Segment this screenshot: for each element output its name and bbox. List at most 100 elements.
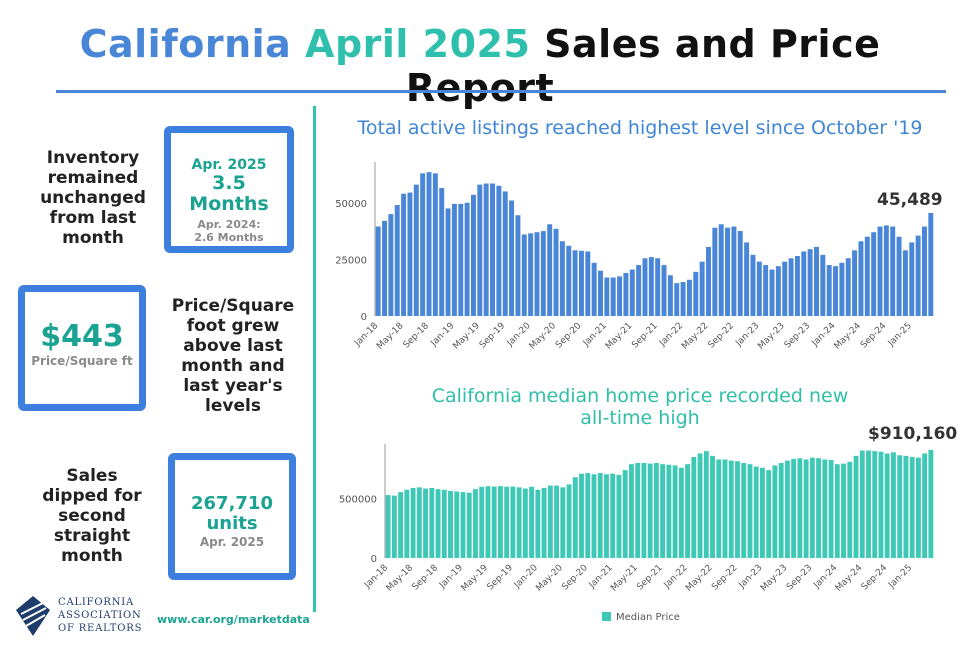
listings-chart: 02500050000Jan-18May-18Sep-18Jan-19May-1… (335, 162, 934, 352)
x-tick-label: Jan-25 (886, 321, 914, 349)
bar (833, 266, 839, 316)
bar (483, 183, 489, 316)
bar (464, 202, 470, 316)
price-callout: $910,160 (868, 424, 958, 444)
bar (902, 250, 908, 316)
bar (597, 473, 603, 558)
bar (801, 251, 807, 316)
bar (710, 455, 715, 558)
sales-desc-line: Sales (66, 466, 118, 486)
bar (915, 457, 921, 558)
bar (622, 470, 628, 558)
bar (398, 492, 404, 558)
x-tick-label: May-18 (385, 563, 416, 594)
bar (728, 460, 734, 558)
bar (666, 464, 672, 558)
bar (454, 491, 460, 558)
bar (703, 451, 709, 558)
bar (828, 460, 834, 558)
bar (479, 486, 485, 558)
bar (429, 487, 435, 558)
bar (866, 450, 871, 558)
bar (847, 461, 853, 558)
bar (458, 203, 464, 316)
bar (693, 271, 699, 316)
bar (491, 486, 497, 558)
bar (884, 453, 890, 558)
bar (706, 246, 711, 316)
bar (747, 464, 753, 558)
car-logo-icon (16, 596, 50, 636)
bar (547, 224, 553, 316)
bar (604, 474, 609, 558)
bar (834, 464, 840, 558)
bar (822, 459, 828, 558)
bar (578, 250, 584, 316)
bar (529, 486, 535, 558)
bar (553, 228, 559, 316)
bar (385, 495, 391, 558)
price-sqft-card: $443 Price/Square ft (18, 285, 146, 411)
price-desc-line: month and (181, 356, 285, 376)
bar (772, 465, 778, 558)
bar (477, 184, 483, 316)
price-chart: 0500000Jan-18May-18Sep-18Jan-19May-19Sep… (339, 444, 934, 623)
bar (426, 172, 432, 316)
inventory-months: 3.5 Months (189, 172, 269, 215)
bar (797, 458, 803, 558)
bar (448, 490, 453, 558)
org-name-line: OF REALTORS (58, 623, 143, 634)
bar (610, 277, 616, 316)
x-tick-label: May-18 (375, 321, 406, 352)
bar (922, 453, 928, 558)
bar (541, 487, 547, 558)
bar (535, 489, 541, 558)
bar (890, 226, 896, 316)
bar (473, 489, 478, 558)
x-tick-label: Sep-22 (710, 563, 739, 592)
bar (604, 277, 610, 316)
bar (667, 275, 673, 316)
bar (725, 227, 731, 316)
bar (872, 451, 878, 558)
bar (642, 258, 648, 316)
price-desc-line: foot grew (186, 316, 280, 336)
title-part2: April 2025 (305, 22, 531, 66)
bar (445, 208, 451, 316)
bar (839, 262, 845, 316)
bar (845, 258, 851, 316)
column-divider (313, 106, 316, 612)
bar (750, 254, 756, 316)
footer-url[interactable]: www.car.org/marketdata (157, 613, 310, 626)
bar (883, 225, 889, 316)
x-tick-label: Sep-23 (785, 563, 814, 592)
bar (391, 495, 397, 558)
inventory-desc-line: Inventory (46, 148, 140, 168)
bar (420, 173, 426, 316)
bar (699, 261, 705, 316)
inventory-description: Inventory remained unchanged from last m… (18, 148, 168, 248)
x-tick-label: Jan-25 (886, 563, 914, 591)
bar (598, 270, 603, 316)
bar (794, 255, 800, 316)
x-tick-label: Sep-21 (635, 563, 664, 592)
bar (496, 185, 502, 316)
x-tick-label: Sep-24 (860, 563, 890, 593)
inventory-card: Apr. 2025 3.5 Months Apr. 2024: 2.6 Mont… (164, 126, 294, 253)
bar (716, 459, 722, 558)
inventory-desc-line: from last (49, 208, 137, 228)
bar (871, 232, 877, 316)
bar (636, 265, 642, 316)
bar (522, 488, 528, 558)
x-tick-label: Sep-21 (630, 321, 659, 350)
bar (891, 452, 896, 558)
bar (782, 261, 788, 316)
y-tick-label: 0 (361, 312, 367, 323)
bar (775, 266, 781, 316)
x-tick-label: Sep-19 (478, 321, 508, 351)
bar (685, 464, 691, 558)
bar (375, 226, 381, 316)
listings-callout: 45,489 (877, 190, 943, 210)
bar (718, 224, 724, 316)
bar (648, 257, 654, 316)
